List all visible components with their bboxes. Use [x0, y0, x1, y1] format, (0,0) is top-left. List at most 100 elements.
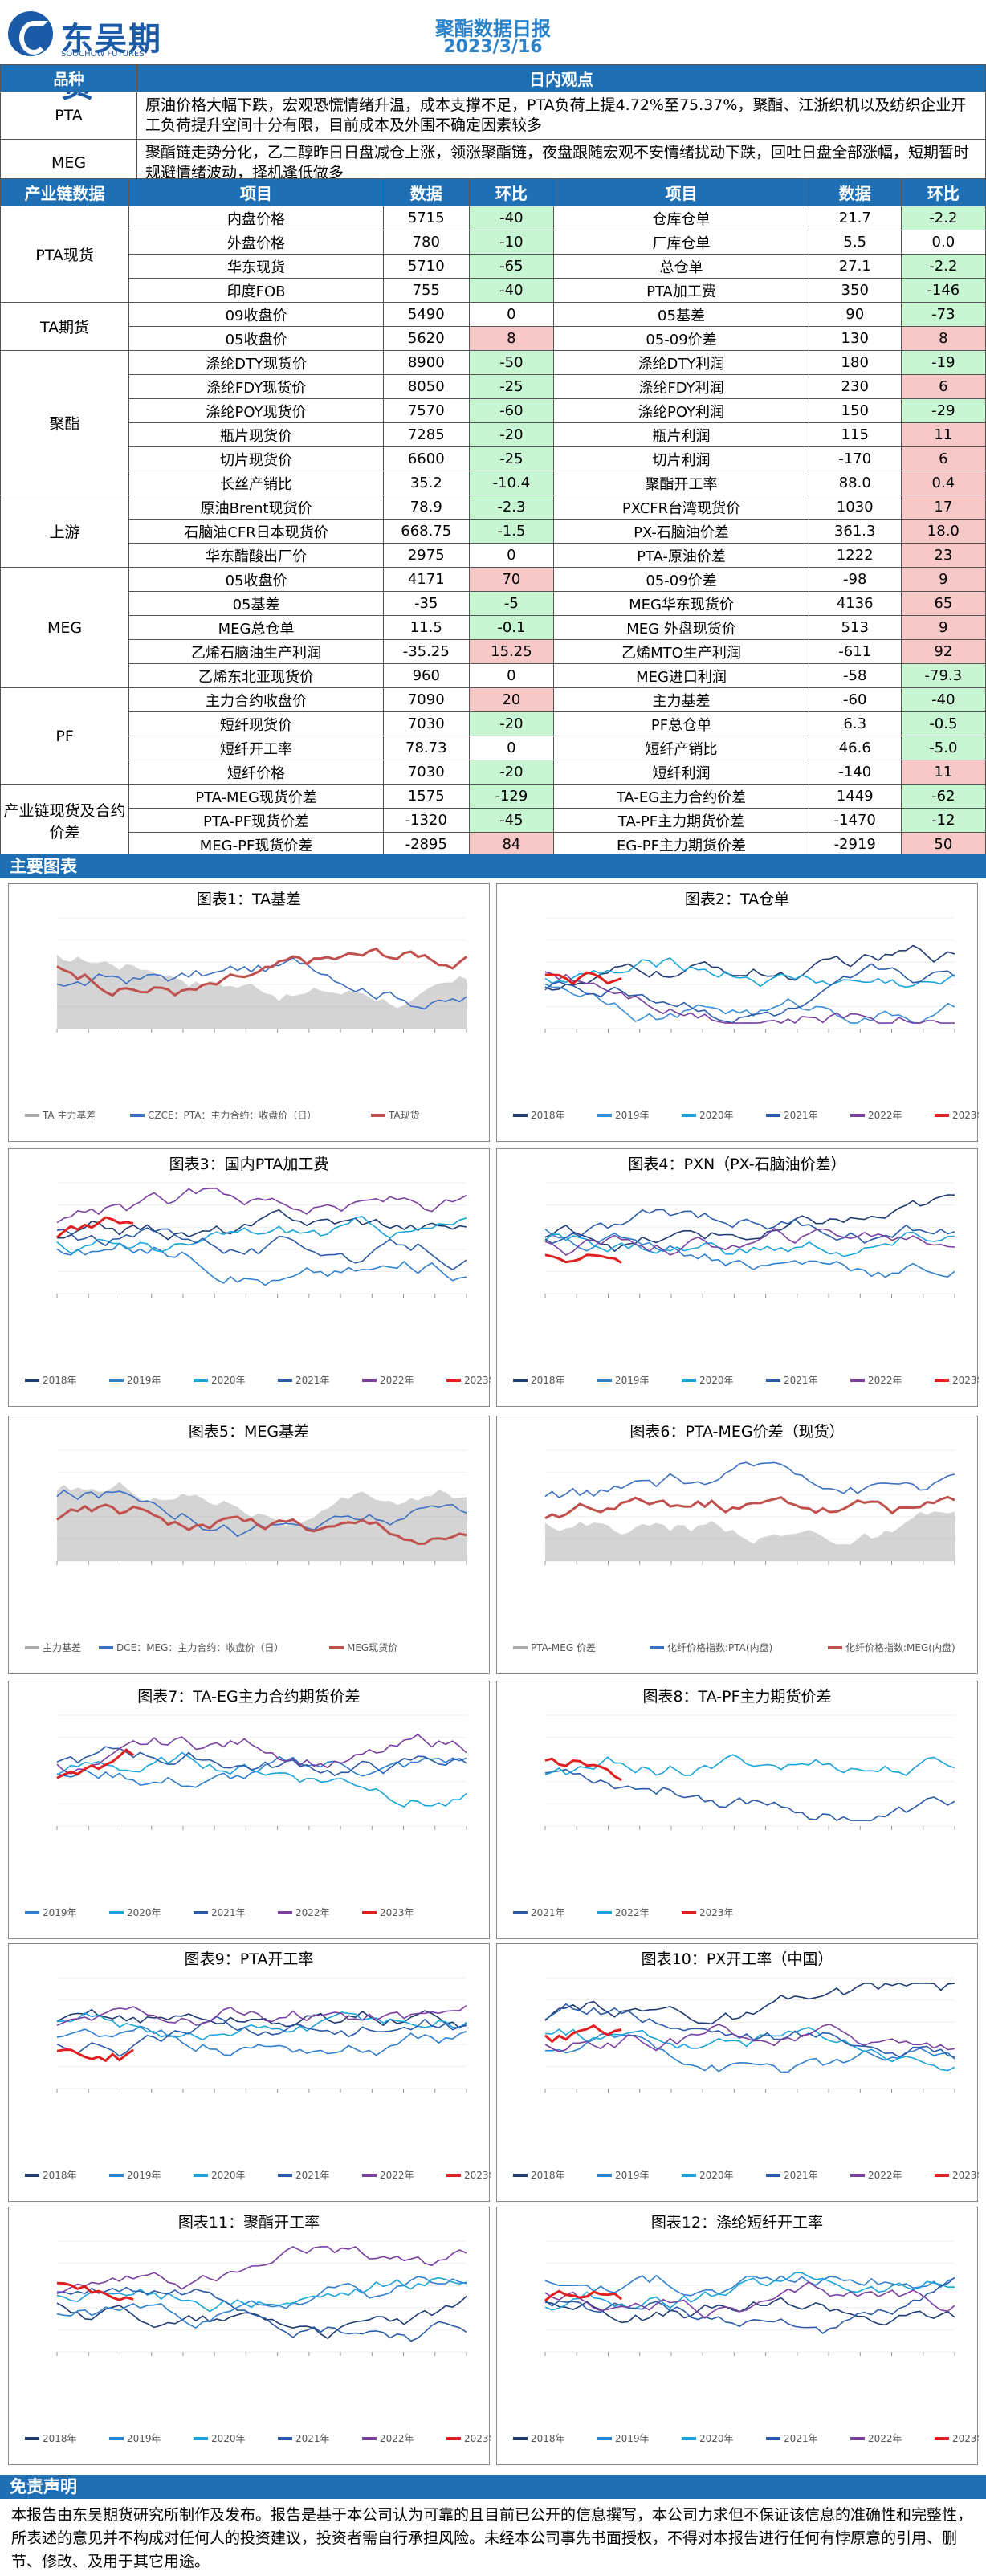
item-change: -10.4 — [468, 471, 555, 495]
legend-swatch — [513, 2174, 528, 2177]
chart-plot: PTA-MEG 价差 化纤价格指数:PTA(内盘) 化纤价格指数:MEG(内盘) — [513, 1449, 955, 1653]
table-row: 短纤现货价 7030 -20 PF总仓单 6.3 -0.5 — [1, 711, 986, 736]
legend-label: 2022年 — [380, 2170, 414, 2181]
item-name: 仓库仓单 — [553, 206, 809, 230]
chart-3: 图表3：国内PTA加工费 2018年 2019年 2020年 2021年 2022年 202… — [8, 1148, 491, 1407]
chart-11: 图表11：聚酯开工率 2018年 2019年 2020年 2021年 2022年 2023年 — [8, 2207, 491, 2465]
legend-label: 2018年 — [43, 2433, 77, 2444]
legend-swatch — [278, 1379, 292, 1382]
view-name-pta: PTA — [0, 92, 137, 140]
series-line — [544, 1209, 955, 1245]
item-value: 4136 — [808, 591, 902, 616]
item-change: 9 — [900, 567, 986, 592]
item-name: 05收盘价 — [128, 326, 384, 351]
legend-swatch — [329, 1646, 344, 1649]
table-row: 外盘价格 780 -10 厂库仓单 5.5 0.0 — [1, 230, 986, 255]
legend-swatch — [25, 2437, 39, 2440]
item-change: -146 — [900, 278, 986, 303]
table-row: MEG总仓单 11.5 -0.1 MEG 外盘现货价 513 9 — [1, 615, 986, 640]
series-line — [544, 944, 955, 991]
legend-label: 2021年 — [295, 1375, 330, 1386]
legend-swatch — [362, 1911, 377, 1914]
item-change: 18.0 — [900, 519, 986, 544]
legend-swatch — [597, 1911, 612, 1914]
series-line — [544, 1194, 955, 1253]
table-row: 短纤开工率 78.73 0 短纤产销比 46.6 -5.0 — [1, 736, 986, 760]
chart-5: 图表5：MEG基差 主力基差 DCE：MEG：主力合约：收盘价（日） MEG现货价 — [8, 1416, 490, 1674]
item-name: PTA-PF现货价差 — [128, 808, 384, 833]
table-row: 切片现货价 6600 -25 切片利润 -170 6 — [1, 446, 986, 471]
legend-swatch — [766, 1114, 780, 1117]
item-change: 50 — [900, 832, 986, 857]
legend-swatch — [446, 2437, 461, 2440]
series-line — [56, 1216, 134, 1239]
legend-label: 2023年 — [464, 2433, 491, 2444]
series-line — [544, 2280, 955, 2319]
series-line — [544, 1495, 955, 1520]
item-value: 1449 — [808, 784, 902, 809]
series-line — [56, 2025, 467, 2056]
series-line — [56, 1216, 467, 1254]
legend-label: 2019年 — [615, 1110, 650, 1121]
legend-swatch — [362, 2437, 377, 2440]
legend-swatch — [362, 1379, 377, 1382]
chart-title: 图表1：TA基差 — [196, 891, 302, 908]
item-value: 668.75 — [382, 519, 470, 544]
legend-swatch — [371, 1114, 385, 1117]
view-col-variety: 品种 — [0, 64, 137, 92]
item-name: 涤纶POY现货价 — [128, 398, 384, 423]
legend-label: 2021年 — [784, 2170, 818, 2181]
chart-plot: TA 主力基差 CZCE：PTA：主力合约：收盘价（日） TA现货 — [25, 917, 467, 1121]
legend-swatch — [99, 1646, 113, 1649]
item-name: 短纤开工率 — [128, 736, 384, 760]
series-line — [544, 1227, 955, 1256]
table-header: 项目 — [553, 178, 809, 206]
item-value: 7030 — [382, 760, 470, 785]
item-name: 总仓单 — [553, 254, 809, 279]
table-header: 项目 — [128, 178, 384, 206]
legend-swatch — [25, 1379, 39, 1382]
item-value: -58 — [808, 663, 902, 688]
item-name: MEG 外盘现货价 — [553, 615, 809, 640]
chart-legend: 2018年 2019年 2020年 2021年 2022年 2023年 — [513, 1375, 979, 1386]
item-value: 7090 — [382, 687, 470, 712]
legend-swatch — [935, 1379, 949, 1382]
item-change: -40 — [468, 206, 555, 230]
item-change: 65 — [900, 591, 986, 616]
item-change: -25 — [468, 446, 555, 471]
chart-legend: 2019年 2020年 2021年 2022年 2023年 — [25, 1907, 414, 1918]
chart-title: 图表8：TA-PF主力期货价差 — [642, 1688, 832, 1706]
legend-label: MEG现货价 — [347, 1641, 397, 1653]
chart-title: 图表3：国内PTA加工费 — [169, 1156, 329, 1173]
legend-label: PTA-MEG 价差 — [531, 1642, 596, 1653]
series-line — [56, 1748, 135, 1779]
series-line — [56, 1227, 467, 1270]
series-line — [544, 1231, 955, 1257]
table-row: 华东现货 5710 -65 总仓单 27.1 -2.2 — [1, 254, 986, 279]
chart-plot: 2021年 2022年 2023年 — [513, 1714, 955, 1918]
item-name: 乙烯东北亚现货价 — [128, 663, 384, 688]
series-line — [544, 2276, 955, 2334]
item-name: 长丝产销比 — [128, 471, 384, 495]
item-name: TA-EG主力合约价差 — [553, 784, 809, 809]
item-value: 150 — [808, 398, 902, 423]
item-change: 0 — [468, 543, 555, 568]
legend-label: 2019年 — [127, 2433, 161, 2444]
item-value: 2975 — [382, 543, 470, 568]
item-value: 780 — [382, 230, 470, 255]
legend-swatch — [513, 2437, 528, 2440]
legend-label: 2018年 — [531, 1375, 565, 1386]
legend-label: 2018年 — [43, 1375, 77, 1386]
legend-label: 2021年 — [295, 2170, 330, 2181]
series-line — [544, 2289, 623, 2302]
chart-plot: 2018年 2019年 2020年 2021年 2022年 2023年 — [513, 1182, 979, 1386]
chart-title: 图表10：PX开工率（中国） — [641, 1950, 833, 1968]
legend-label: 2023年 — [380, 1907, 414, 1918]
legend-label: 2020年 — [211, 2433, 246, 2444]
group-label: PF — [0, 687, 130, 785]
legend-label: 2020年 — [699, 1110, 734, 1121]
item-name: 乙烯MTO生产利润 — [553, 639, 809, 664]
legend-swatch — [278, 1911, 292, 1914]
chart-title: 图表6：PTA-MEG价差（现货） — [629, 1423, 845, 1441]
legend-swatch — [109, 1911, 124, 1914]
